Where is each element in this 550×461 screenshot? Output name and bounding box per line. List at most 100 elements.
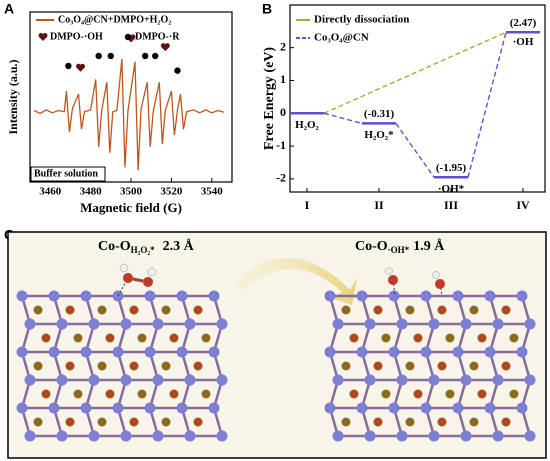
co-atom (364, 374, 376, 386)
co-atom (524, 374, 536, 386)
heart-marker (160, 43, 170, 52)
legend-label: DMPO-·R (135, 31, 180, 42)
o-atom (161, 305, 171, 315)
value-label: (-1.95) (436, 162, 467, 174)
co-atom (48, 290, 60, 302)
dot-marker (152, 52, 159, 60)
co-atom (396, 318, 408, 330)
o-atom (201, 333, 211, 343)
y-axis-label: Free Energy (eV) (262, 47, 277, 150)
annotation-box (30, 166, 106, 182)
co-atom (152, 430, 164, 442)
o-atom (169, 333, 179, 343)
dot-marker (141, 52, 149, 60)
o-atom (501, 361, 511, 371)
molecule-atom (147, 267, 157, 277)
o-atom (437, 361, 447, 371)
co-atom (364, 430, 376, 442)
o-atom (129, 305, 139, 315)
x-tick-label: I (305, 198, 310, 212)
y-tick-label: -2 (276, 171, 286, 185)
o-atom (193, 305, 203, 315)
label-right: Co-O·OH* 1.9 Å (355, 238, 445, 255)
y-tick-label: 0 (280, 105, 286, 119)
x-tick-label: II (374, 198, 384, 212)
o-atom (33, 361, 43, 371)
o-atom (469, 305, 479, 315)
legend-label: Co₃O₄@CN (314, 32, 369, 44)
connector (323, 31, 507, 114)
heart-marker (76, 63, 85, 72)
co-atom (388, 402, 400, 414)
o-atom (105, 389, 115, 399)
co-atom (492, 318, 504, 330)
o-atom (65, 417, 75, 427)
x-tick-label: 3480 (80, 186, 103, 198)
co-atom (184, 374, 196, 386)
co-atom (216, 374, 228, 386)
species-label: H₂O₂ (295, 119, 319, 131)
molecule-atom (142, 276, 154, 288)
co-atom (420, 402, 432, 414)
label-left: Co-OH₂O₂* 2.3 Å (98, 238, 195, 255)
co-atom (484, 402, 496, 414)
co-atom (332, 318, 344, 330)
co-atom (524, 318, 536, 330)
co-atom (356, 402, 368, 414)
o-atom (501, 417, 511, 427)
o-atom (129, 417, 139, 427)
connector (467, 32, 507, 178)
o-atom (445, 333, 455, 343)
molecule-atom (119, 263, 129, 273)
co-atom (16, 290, 28, 302)
co-atom (184, 318, 196, 330)
label-main: Co-O (98, 239, 131, 254)
o-atom (413, 389, 423, 399)
co-atom (112, 402, 124, 414)
o-atom (137, 333, 147, 343)
o-atom (65, 305, 75, 315)
legend-label: Co₃O₄@CN+DMPO+H₂O₂ (58, 14, 171, 25)
o-atom (477, 333, 487, 343)
o-atom (161, 417, 171, 427)
label-sub: H₂O₂* (131, 245, 155, 255)
o-atom (477, 389, 487, 399)
o-atom (413, 333, 423, 343)
o-atom (341, 305, 351, 315)
dot-marker (124, 33, 132, 41)
annotation: Buffer solution (34, 168, 98, 179)
o-atom (437, 417, 447, 427)
o-atom (405, 361, 415, 371)
o-atom (349, 389, 359, 399)
co-atom (332, 430, 344, 442)
x-axis-label: Magnetic field (G) (80, 200, 182, 215)
co-atom (24, 430, 36, 442)
co-atom (452, 346, 464, 358)
o-atom (445, 389, 455, 399)
dot-marker (107, 52, 115, 60)
co-atom (56, 430, 68, 442)
co-atom (420, 346, 432, 358)
label-main: Co-O (355, 239, 388, 254)
label-dist: 1.9 Å (413, 238, 445, 254)
co-atom (24, 374, 36, 386)
arrow (235, 257, 357, 305)
structures (16, 263, 536, 442)
x-tick-label: IV (516, 198, 530, 212)
co-atom (88, 374, 100, 386)
o-atom (41, 389, 51, 399)
co-atom (388, 346, 400, 358)
label-sub: ·OH* (388, 245, 410, 255)
molecule-atom (385, 267, 393, 275)
co-atom (324, 402, 336, 414)
o-atom (129, 361, 139, 371)
co-atom (356, 290, 368, 302)
co-atom (56, 374, 68, 386)
value-label: (2.47) (510, 17, 537, 29)
co-atom (88, 318, 100, 330)
o-atom (97, 417, 107, 427)
o-atom (137, 389, 147, 399)
species-label: H₂O₂* (364, 129, 394, 141)
co-atom (144, 346, 156, 358)
